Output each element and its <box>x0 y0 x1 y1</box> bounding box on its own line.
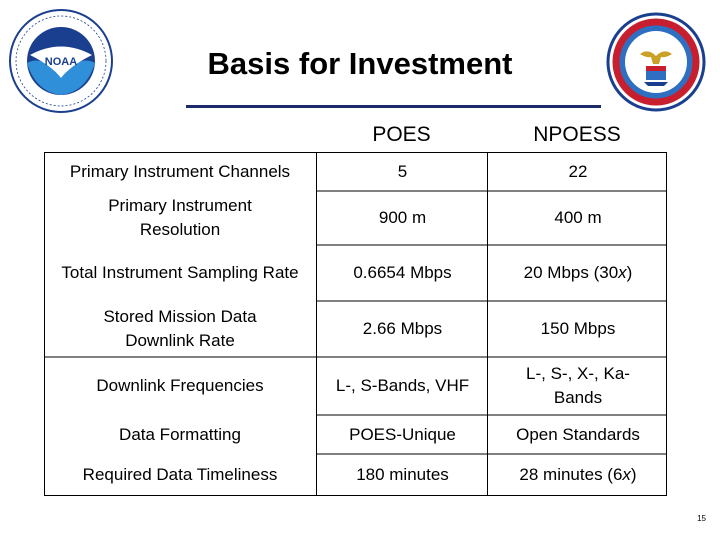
npoess-value: 28 minutes (6x) <box>487 454 668 496</box>
poes-value: 180 minutes <box>316 454 488 496</box>
poes-value: L-, S-Bands, VHF <box>316 357 488 415</box>
slide-title: Basis for Investment <box>207 46 513 81</box>
column-header-npoess: NPOESS <box>533 123 621 146</box>
title-underline <box>186 105 601 108</box>
table-row: Required Data Timeliness 180 minutes 28 … <box>44 454 667 496</box>
table-row: Primary Instrument Channels 5 22 <box>44 152 667 191</box>
department-of-commerce-seal <box>606 12 706 112</box>
row-label: Primary Instrument Channels <box>44 152 316 191</box>
table-row: Total Instrument Sampling Rate 0.6654 Mb… <box>44 245 667 301</box>
svg-text:NOAA: NOAA <box>45 56 77 68</box>
poes-value: 2.66 Mbps <box>316 301 488 357</box>
row-label: Data Formatting <box>119 424 241 444</box>
npoess-value: 150 Mbps <box>487 301 668 357</box>
npoess-value: 20 Mbps (30x) <box>487 245 668 301</box>
npoess-value: L-, S-, X-, Ka-Bands <box>487 357 668 415</box>
table-row: Downlink Frequencies L-, S-Bands, VHF L-… <box>44 357 667 415</box>
noaa-logo: NOAA <box>8 8 114 114</box>
table-row: Data Formatting POES-Unique Open Standar… <box>44 415 667 454</box>
poes-value: 0.6654 Mbps <box>316 245 488 301</box>
npoess-value: 22 <box>487 152 668 191</box>
poes-value: 5 <box>316 152 488 191</box>
column-header-poes: POES <box>372 123 431 146</box>
poes-value: POES-Unique <box>316 415 488 454</box>
npoess-value: 400 m <box>487 191 668 245</box>
npoess-value: Open Standards <box>487 415 668 454</box>
row-label: Required Data Timeliness <box>82 465 278 485</box>
comparison-table: Primary Instrument Channels 5 22 Primary… <box>44 152 667 496</box>
row-label: Stored Mission Data Downlink Rate <box>103 307 257 350</box>
poes-value: 900 m <box>316 191 488 245</box>
page-number: 15 <box>697 514 706 523</box>
row-label: Downlink Frequencies <box>96 376 264 396</box>
table-row: Primary Instrument Resolution 900 m 400 … <box>44 191 667 245</box>
row-label: Primary Instrument Resolution <box>108 196 252 239</box>
row-label: Total Instrument Sampling Rate <box>61 263 299 283</box>
table-row: Stored Mission Data Downlink Rate 2.66 M… <box>44 301 667 357</box>
